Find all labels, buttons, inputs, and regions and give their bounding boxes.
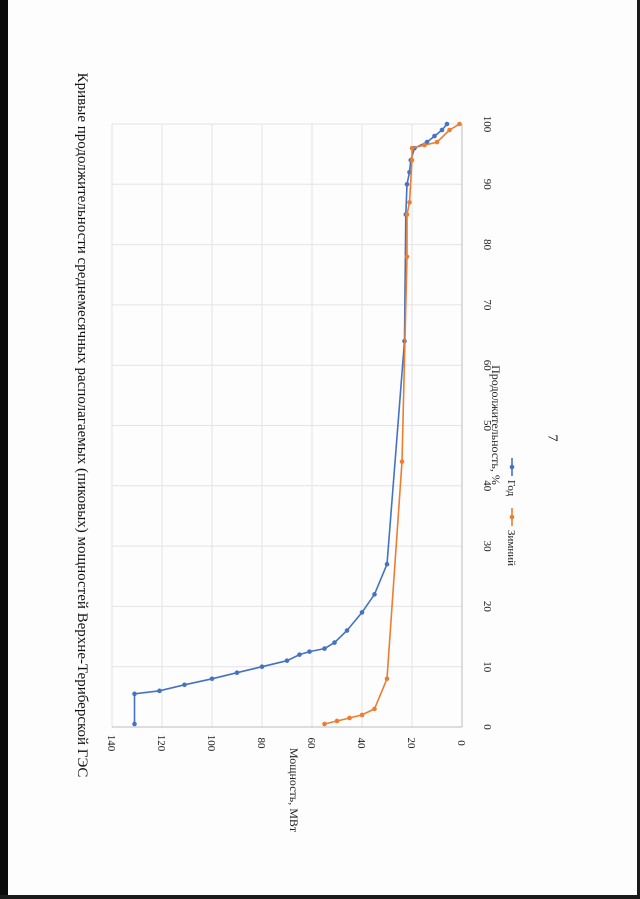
series-line-0 bbox=[133, 123, 448, 724]
x-tick-label: 20 bbox=[481, 601, 493, 613]
series-0-point bbox=[209, 676, 215, 682]
series-0-point bbox=[234, 670, 240, 676]
legend-label-0: Год bbox=[505, 480, 517, 497]
series-0-point bbox=[284, 658, 290, 663]
x-tick-label: 70 bbox=[481, 299, 493, 311]
gridlines bbox=[111, 123, 463, 728]
series-0-point bbox=[432, 133, 437, 139]
series-0-point bbox=[157, 688, 162, 694]
series-0-point bbox=[344, 628, 350, 633]
x-tick-label: 50 bbox=[481, 420, 493, 432]
series-0-point bbox=[182, 682, 187, 688]
series-0-point bbox=[424, 139, 430, 145]
series-1-point bbox=[404, 212, 410, 217]
series-0-point bbox=[372, 592, 377, 597]
series-1-point bbox=[399, 459, 405, 464]
x-tick-label: 80 bbox=[481, 239, 493, 251]
series-0-point bbox=[439, 127, 445, 133]
axes bbox=[112, 124, 463, 728]
y-axis-tick-labels: 0 20 40 60 80 100 120 140 bbox=[105, 735, 467, 752]
y-tick-label: 140 bbox=[105, 735, 117, 752]
legend-marker-0 bbox=[509, 464, 515, 470]
series-0-point bbox=[322, 646, 327, 651]
series-line-1 bbox=[324, 123, 460, 725]
series-1-point bbox=[384, 676, 390, 682]
series-1-point bbox=[457, 121, 462, 127]
series-1-point bbox=[347, 715, 352, 721]
scan-border-bottom bbox=[0, 895, 640, 899]
series-1-point bbox=[434, 139, 440, 145]
y-axis-title: Мощность, МВт bbox=[287, 748, 301, 833]
x-axis-title: Продолжительность, % bbox=[489, 365, 503, 485]
series-0-point bbox=[132, 691, 137, 697]
series-1-point bbox=[404, 254, 410, 259]
legend-label-1: Зимний bbox=[505, 530, 517, 566]
x-axis-tick-labels: 0 10 20 30 40 50 60 70 80 90 100 bbox=[481, 116, 493, 731]
series-1-point bbox=[322, 721, 327, 727]
y-tick-label: 0 bbox=[455, 740, 467, 746]
y-tick-label: 80 bbox=[255, 738, 267, 750]
series-1-point bbox=[359, 712, 365, 718]
series-1-point bbox=[422, 142, 427, 148]
x-tick-label: 0 bbox=[481, 724, 493, 730]
y-tick-label: 40 bbox=[355, 738, 367, 750]
x-tick-label: 90 bbox=[481, 179, 493, 191]
series-0-point bbox=[384, 561, 390, 567]
y-tick-label: 120 bbox=[155, 735, 167, 752]
scan-border-right bbox=[637, 0, 640, 899]
series-0-point bbox=[307, 649, 312, 654]
series-1-point bbox=[447, 127, 452, 133]
series-0-point bbox=[297, 652, 302, 657]
series-lines bbox=[132, 121, 462, 727]
series-0-point bbox=[132, 721, 137, 727]
x-tick-label: 100 bbox=[481, 116, 493, 133]
x-tick-label: 10 bbox=[481, 661, 493, 673]
series-0-point bbox=[404, 182, 410, 187]
legend-marker-1 bbox=[509, 514, 515, 520]
y-tick-label: 60 bbox=[305, 738, 317, 750]
x-tick-label: 30 bbox=[481, 541, 493, 553]
x-tick-label: 60 bbox=[481, 360, 493, 372]
y-tick-label: 20 bbox=[405, 738, 417, 750]
series-1-point bbox=[372, 706, 377, 712]
series-0-point bbox=[332, 640, 337, 645]
series-0-point bbox=[359, 610, 365, 615]
series-1-point bbox=[409, 145, 415, 151]
scan-border-left bbox=[0, 0, 8, 899]
series-1-point bbox=[334, 718, 340, 724]
legend: Год Зимний bbox=[505, 458, 517, 566]
x-tick-label: 40 bbox=[481, 480, 493, 492]
y-tick-label: 100 bbox=[205, 735, 217, 752]
series-0-point bbox=[444, 121, 450, 127]
series-0-point bbox=[259, 664, 265, 669]
series-1-point bbox=[409, 157, 415, 163]
chart-title: Кривые продолжительности среднемесячных … bbox=[74, 73, 90, 778]
series-1-point bbox=[407, 200, 412, 205]
